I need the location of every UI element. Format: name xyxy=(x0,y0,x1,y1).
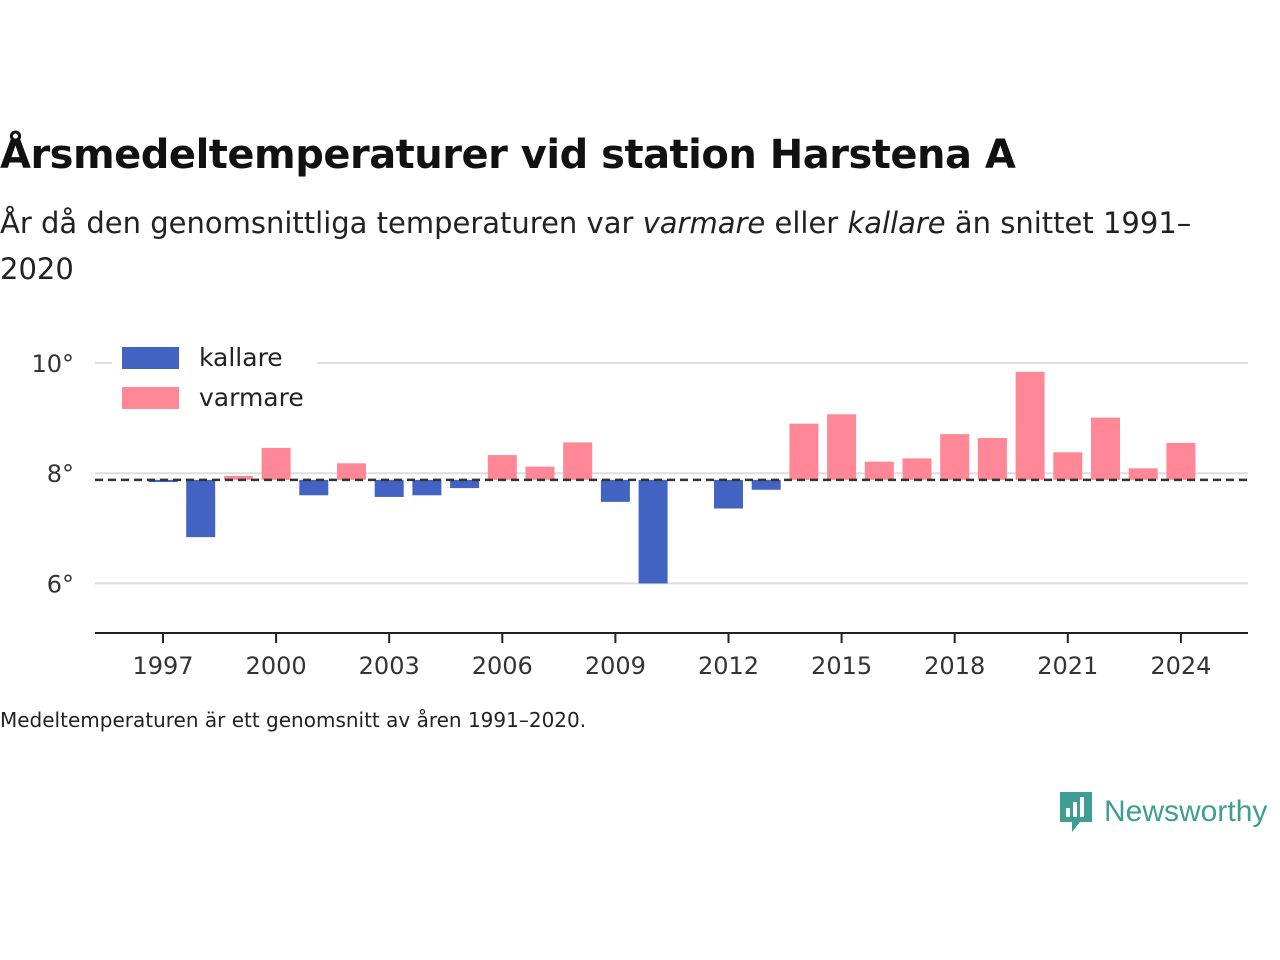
bar-2020 xyxy=(1015,371,1045,480)
x-tick-label-1997: 1997 xyxy=(132,652,193,680)
subtitle-part2: eller xyxy=(765,206,848,240)
bar-2015 xyxy=(827,414,857,480)
bar-2014 xyxy=(789,423,819,480)
bars xyxy=(148,371,1196,584)
x-tick-label-2000: 2000 xyxy=(246,652,307,680)
bar-2003 xyxy=(374,479,404,497)
x-tick-label-2006: 2006 xyxy=(472,652,533,680)
bar-2013 xyxy=(751,479,781,490)
x-tick-label-2018: 2018 xyxy=(924,652,985,680)
x-tick-label-2015: 2015 xyxy=(811,652,872,680)
legend-swatch-varmare xyxy=(122,387,179,409)
bar-2012 xyxy=(714,479,743,509)
bar-2000 xyxy=(261,447,291,480)
bar-2005 xyxy=(450,479,480,489)
legend: kallare varmare xyxy=(112,338,317,420)
subtitle-part1: År då den genomsnittliga temperaturen va… xyxy=(0,206,643,240)
legend-swatch-kallare xyxy=(122,347,179,369)
x-tick-label-2012: 2012 xyxy=(698,652,759,680)
y-tick-label-10: 10° xyxy=(31,350,74,378)
logo-text: Newsworthy xyxy=(1104,795,1268,828)
chart-title: Årsmedeltemperaturer vid station Harsten… xyxy=(0,132,1016,178)
x-tick-label-2021: 2021 xyxy=(1037,652,1098,680)
bar-1998 xyxy=(186,479,216,538)
bar-2010 xyxy=(638,479,668,584)
bar-2004 xyxy=(412,479,442,496)
bar-2021 xyxy=(1053,452,1083,480)
speech-bubble-bar-chart-icon xyxy=(1060,792,1092,832)
subtitle-part3: än snittet 1991–2020 xyxy=(0,206,1192,286)
temperature-bar-chart: 6° 8° 10° 1997 2000 2003 2006 2009 2012 2015 2018… xyxy=(31,338,1248,680)
bar-2023 xyxy=(1128,468,1158,480)
bar-2007 xyxy=(525,466,555,480)
newsworthy-logo: Newsworthy xyxy=(1058,790,1267,834)
bar-2024 xyxy=(1166,442,1196,480)
chart-subtitle: År då den genomsnittliga temperaturen va… xyxy=(0,200,1200,292)
bar-2017 xyxy=(902,458,932,480)
legend-label-kallare: kallare xyxy=(199,343,283,372)
x-tick-label-2003: 2003 xyxy=(359,652,420,680)
bar-2009 xyxy=(600,479,630,502)
y-tick-label-6: 6° xyxy=(47,570,74,598)
y-axis: 6° 8° 10° xyxy=(31,350,74,598)
bar-2022 xyxy=(1091,417,1120,480)
y-tick-label-8: 8° xyxy=(47,460,74,488)
x-tick-label-2009: 2009 xyxy=(585,652,646,680)
bar-2001 xyxy=(299,479,329,496)
bar-1999 xyxy=(223,475,253,480)
legend-label-varmare: varmare xyxy=(199,383,304,412)
bar-2008 xyxy=(563,442,593,480)
x-axis: 1997 2000 2003 2006 2009 2012 2015 2018 2021 2024 xyxy=(95,632,1248,680)
footnote: Medeltemperaturen är ett genomsnitt av å… xyxy=(0,708,587,732)
bar-2006 xyxy=(487,455,517,480)
bar-2016 xyxy=(864,461,894,480)
bar-2019 xyxy=(977,437,1007,480)
bar-2018 xyxy=(940,434,970,480)
subtitle-cold: kallare xyxy=(847,206,946,240)
subtitle-warm: varmare xyxy=(642,206,766,240)
x-tick-label-2024: 2024 xyxy=(1150,652,1211,680)
bar-2002 xyxy=(337,463,366,480)
